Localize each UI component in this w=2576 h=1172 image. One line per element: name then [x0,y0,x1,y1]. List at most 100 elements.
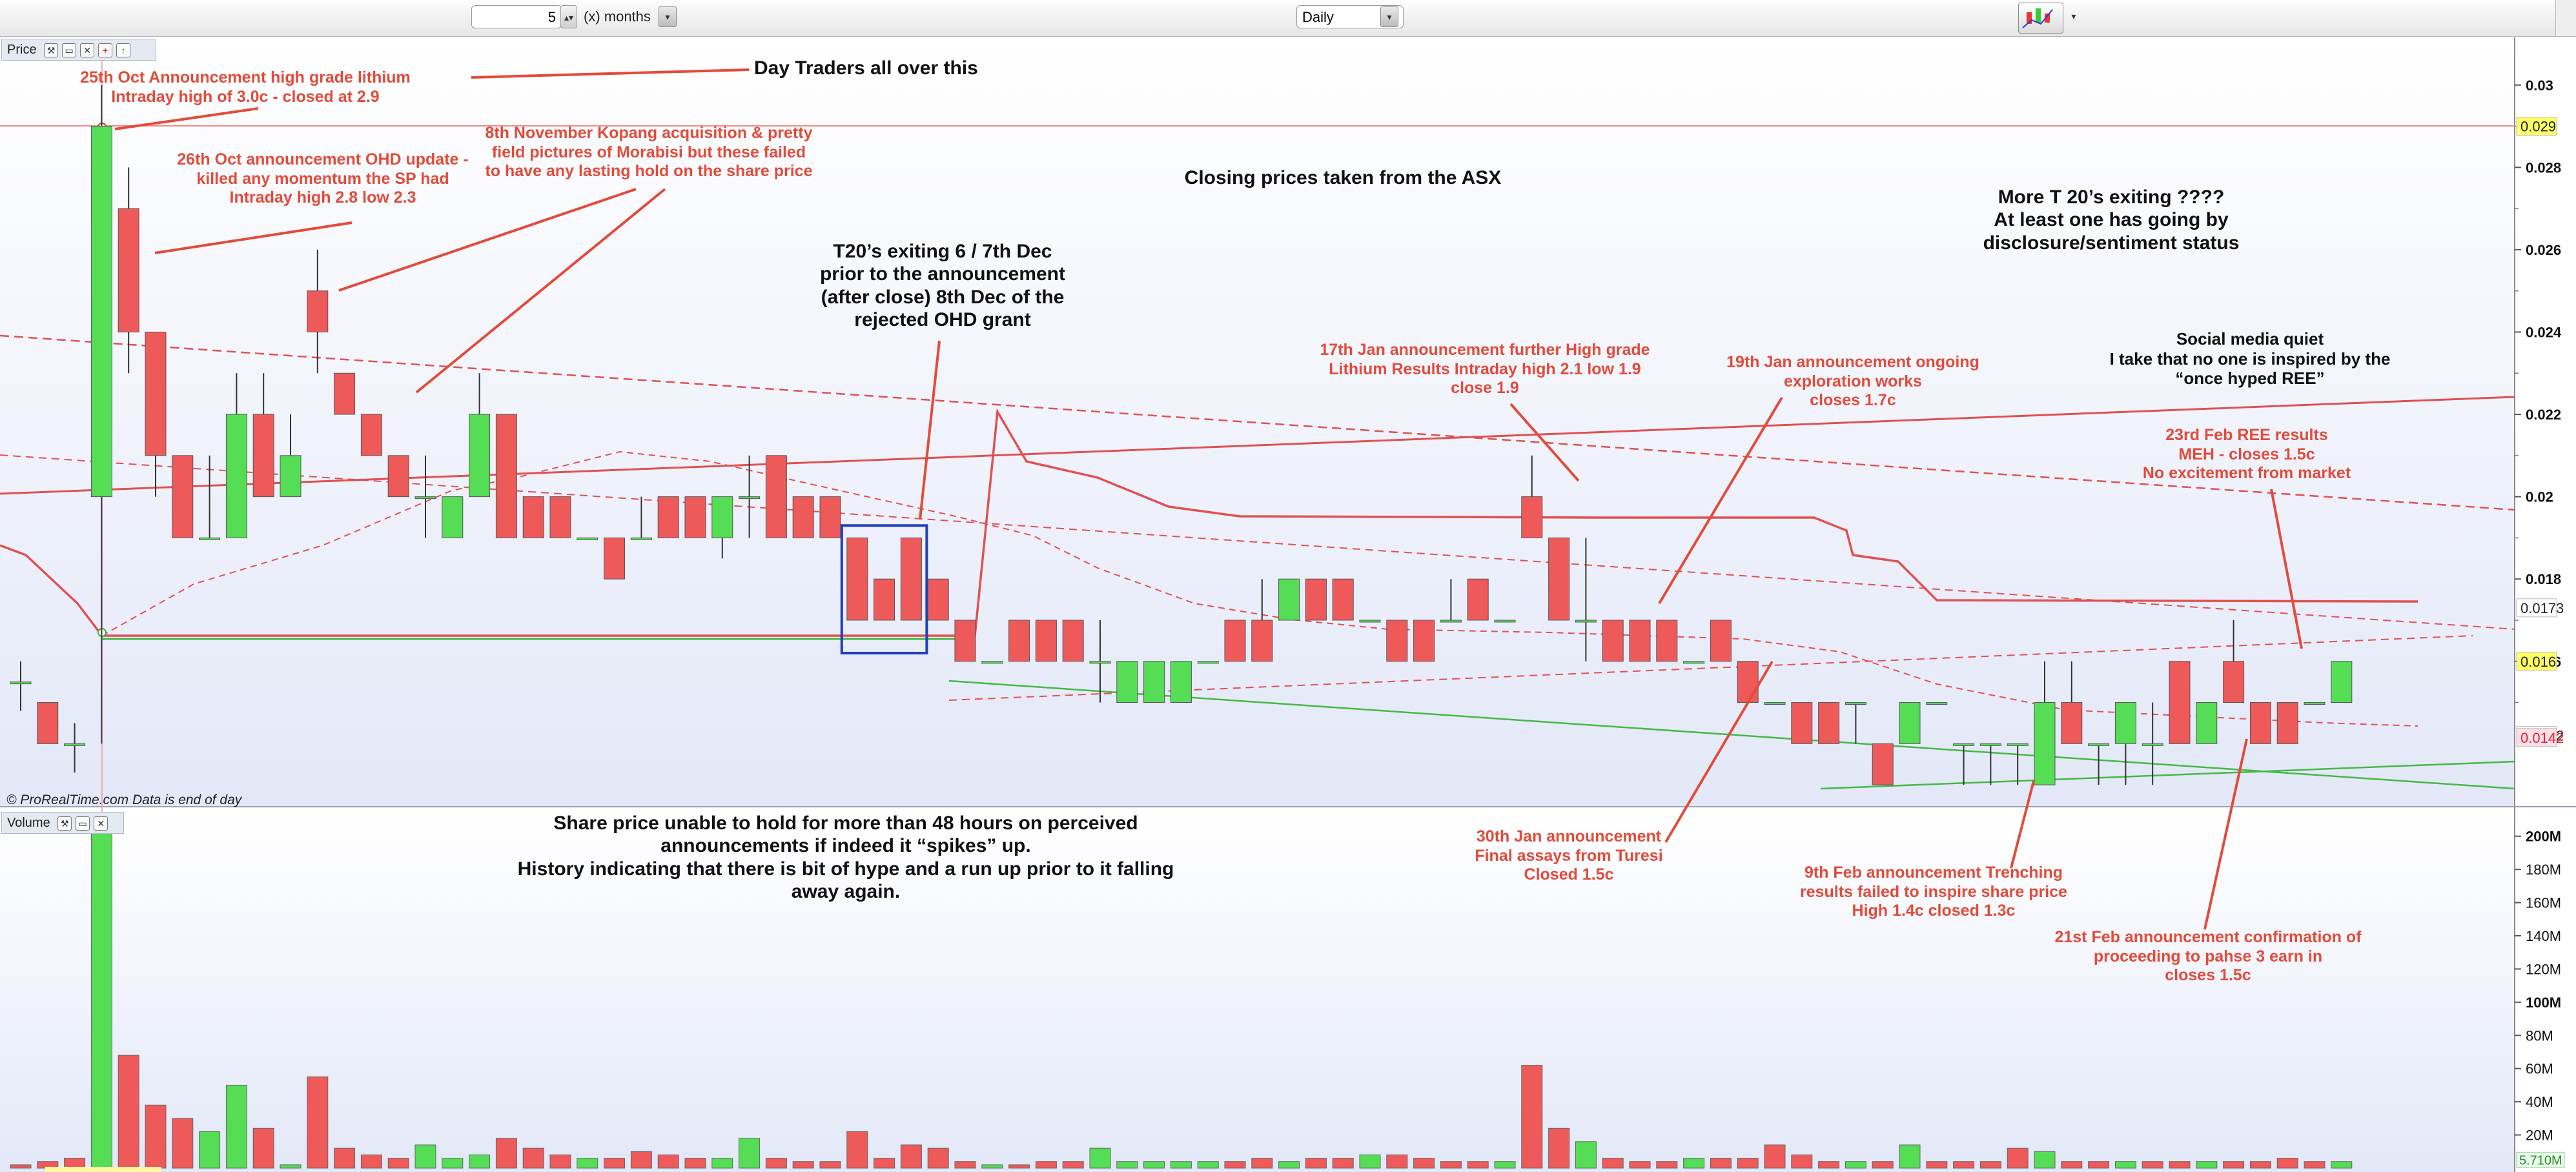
candle-body [1548,537,1570,621]
candle-body [1494,620,1516,623]
candle-body [522,496,544,538]
toolbar: 5 ▴▾ (x) months ▾ Daily ▾ ▾ [0,0,2576,37]
close-icon[interactable]: ✕ [94,816,108,831]
candle-body [684,496,706,538]
wrench-icon[interactable]: ⚒ [44,43,59,57]
candle-body [90,126,112,498]
volume-last-box [2516,1151,2565,1168]
candle-body [1224,620,1246,662]
candlestick-chart-icon[interactable] [2018,3,2063,34]
candle-body [2276,702,2298,744]
volume-bar [1143,1161,1165,1169]
volume-bar [1656,1161,1678,1169]
window-icon[interactable]: ▭ [76,816,90,831]
volume-bar [981,1164,1003,1169]
arrow-9-feb [2010,780,2035,869]
candle-body [1089,661,1111,664]
close-icon[interactable]: ✕ [80,43,95,57]
volume-bar [225,1084,247,1169]
volume-bar [711,1158,733,1169]
volume-bar [1521,1065,1543,1169]
arrow-30-jan [1664,660,1774,844]
moving-average-line [0,408,2418,637]
scroll-right-control[interactable] [2555,0,2576,36]
annotation-t20-dec: T20’s exiting 6 / 7th Dec prior to the a… [819,241,1065,331]
volume-bar [1251,1158,1273,1169]
arrow-17-jan [1509,403,1580,482]
candle-body [387,455,409,498]
candle-body [1899,702,1921,744]
candle-body [1305,578,1327,621]
volume-last-label: 5.710M [2519,1153,2562,1167]
volume-bar [360,1154,382,1169]
volume-bar [577,1158,598,1169]
volume-bar [307,1076,329,1169]
volume-tick-label: 40M [2526,1094,2553,1110]
annotation-21-feb: 21st Feb announcement confirmation of pr… [2054,928,2362,984]
candle-body [2142,743,2163,746]
volume-bar [2169,1161,2191,1169]
volume-bar [1197,1161,1219,1169]
volume-bar [1467,1161,1489,1169]
candle-body [1440,620,1462,623]
period-stepper[interactable]: ▴▾ [560,5,577,28]
volume-bar [846,1131,868,1169]
volume-bar [1089,1147,1111,1169]
candle-body [819,496,841,538]
volume-bar [199,1131,221,1169]
price-panel-background [0,37,2515,807]
volume-bar [495,1138,517,1169]
candle-body [1467,578,1489,621]
annotation-share-price-summary: Share price unable to hold for more than… [517,813,1174,903]
arrow-26-oct [154,221,353,254]
volume-bar [1008,1164,1030,1169]
candle-body [1791,702,1813,744]
trend-line-dashed-lower [948,635,2473,701]
candle-body [604,537,626,580]
volume-bar [684,1158,706,1169]
candle-body [711,496,733,538]
period-unit-dropdown[interactable]: ▾ [659,6,677,27]
candle-body [739,496,761,500]
candle-body [1575,620,1597,623]
volume-bar [604,1158,626,1169]
add-indicator-icon[interactable]: + [98,43,113,57]
candle-body [927,578,949,621]
volume-bar [1278,1161,1300,1169]
volume-tick-label: 60M [2526,1061,2553,1077]
candle-body [2088,743,2110,746]
volume-bar [2088,1161,2110,1169]
volume-bar [1575,1141,1597,1169]
volume-bar [792,1161,814,1169]
annotation-25-oct: 25th Oct Announcement high grade lithium… [80,68,411,106]
volume-bar [280,1164,302,1169]
volume-bar [442,1158,464,1169]
wrench-icon[interactable]: ⚒ [57,816,72,831]
volume-bar [874,1158,895,1169]
annotation-9-feb: 9th Feb announcement Trenching results f… [1799,864,2068,920]
volume-bar [1035,1161,1057,1169]
arrow-19-jan [1658,396,1783,605]
candle-body [577,537,598,540]
candle-body [1818,702,1840,744]
up-arrow-icon[interactable]: ↑ [116,43,131,57]
price-panel-header: Price ⚒ ▭ ✕ + ↑ [1,39,156,61]
candle-body [1629,620,1651,662]
candle-body [792,496,814,538]
chart-type-dropdown[interactable]: ▾ [2071,11,2076,21]
window-icon[interactable]: ▭ [62,43,77,57]
price-tick-label: 0.03 [2526,77,2553,94]
volume-bar [2196,1161,2218,1169]
volume-bar [1305,1158,1327,1169]
volume-panel-background [0,814,2515,1172]
candle-body [2114,702,2136,744]
candle-body [145,331,167,456]
candle-body [334,372,356,415]
price-tick-label: 0.022 [2526,407,2561,423]
candle-body [1116,661,1138,703]
volume-bar [1953,1161,1975,1169]
interval-dropdown-arrow[interactable]: ▾ [1380,6,1398,27]
annotation-17-jan: 17th Jan announcement further High grade… [1320,341,1650,397]
period-spinner[interactable]: 5 [471,5,562,28]
